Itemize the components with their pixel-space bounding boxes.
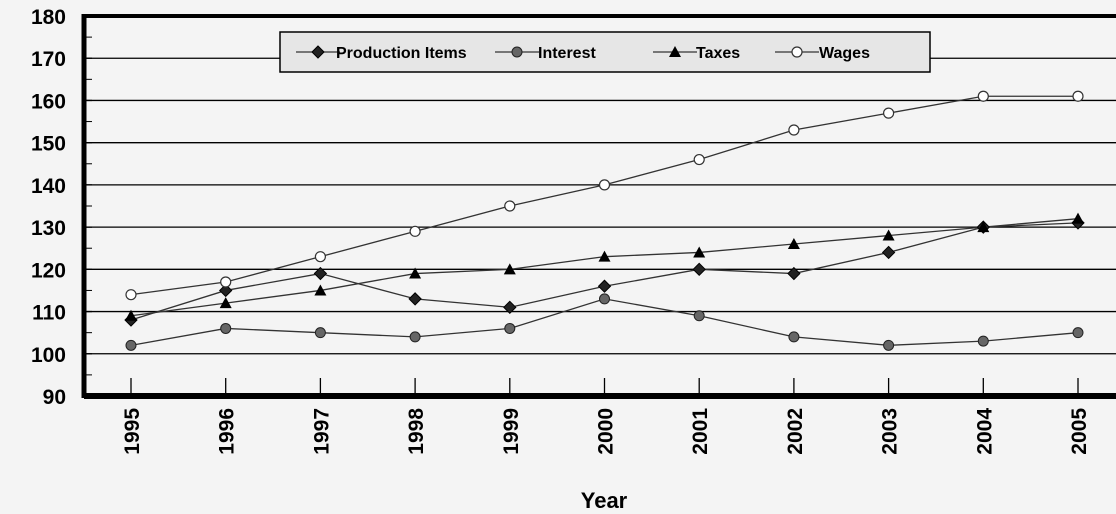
- wages-marker: [882, 107, 895, 119]
- interest-marker: [409, 331, 421, 343]
- production-items-line: [130, 222, 1079, 321]
- production-items-marker: [408, 292, 422, 306]
- x-tick-label: 2000: [595, 408, 618, 455]
- wages-marker: [504, 200, 516, 212]
- x-tick-label: 1995: [121, 408, 144, 455]
- interest-marker: [504, 322, 516, 334]
- taxes-marker: [693, 246, 706, 258]
- interest-marker: [788, 331, 800, 343]
- wages-marker: [409, 225, 421, 237]
- wages-marker: [977, 90, 989, 102]
- y-tick-label: 150: [31, 133, 66, 156]
- interest-marker: [977, 335, 989, 347]
- y-tick-label: 130: [31, 217, 66, 240]
- y-tick-label: 100: [31, 344, 66, 367]
- x-tick-label: 2001: [689, 408, 712, 455]
- taxes-marker: [125, 309, 137, 321]
- legend-box: [279, 31, 931, 73]
- y-tick-label: 180: [31, 6, 66, 29]
- taxes-marker: [882, 229, 895, 241]
- legend-label: Taxes: [696, 45, 740, 62]
- legend-label: Production Items: [336, 45, 467, 62]
- taxes-marker: [314, 284, 327, 296]
- production-items-marker: [597, 279, 612, 293]
- x-tick-label: 1996: [216, 408, 239, 455]
- axes: [81, 14, 1116, 399]
- y-tick-label: 110: [32, 302, 66, 325]
- y-tick-label: 170: [31, 48, 66, 71]
- interest-marker: [314, 327, 326, 339]
- interest-marker: [125, 339, 137, 351]
- production-items-marker: [313, 266, 328, 281]
- production-items-marker: [503, 300, 517, 315]
- y-tick-label: 90: [43, 386, 66, 409]
- taxes-marker: [219, 297, 232, 309]
- y-tick-labels: 90 100 110 120 130 140 150 160 170 180: [31, 6, 66, 409]
- x-tick-label: 2003: [879, 408, 902, 455]
- y-tick-label: 140: [31, 175, 66, 198]
- production-items-marker: [311, 45, 325, 59]
- interest-marker: [599, 293, 610, 305]
- taxes-marker: [598, 250, 611, 262]
- taxes-marker: [669, 46, 681, 57]
- taxes-marker: [503, 263, 516, 275]
- wages-line: [130, 95, 1078, 296]
- legend-label: Wages: [819, 45, 870, 62]
- production-items-marker: [787, 266, 801, 281]
- x-tick-label: 1997: [310, 408, 333, 455]
- interest-marker: [883, 339, 895, 351]
- wages-marker: [1072, 90, 1084, 102]
- legend: Production Items Interest Taxes Wages: [279, 31, 931, 73]
- interest-marker: [1072, 327, 1084, 339]
- wages-marker: [598, 179, 611, 191]
- x-tick-label: 1999: [500, 408, 523, 455]
- series-markers: [124, 90, 1085, 351]
- wages-marker: [125, 289, 137, 301]
- wages-marker: [693, 153, 705, 166]
- interest-marker: [693, 310, 705, 322]
- wages-marker: [791, 46, 803, 58]
- taxes-marker: [787, 238, 800, 249]
- production-items-marker: [881, 245, 896, 260]
- wages-marker: [788, 124, 800, 136]
- interest-marker: [220, 322, 232, 334]
- x-tick-label: 2005: [1068, 408, 1091, 455]
- y-tick-label: 160: [31, 90, 66, 113]
- taxes-marker: [409, 267, 422, 279]
- taxes-marker: [977, 221, 990, 233]
- taxes-marker: [1072, 212, 1084, 224]
- x-tick-label: 1998: [405, 408, 428, 455]
- wages-marker: [314, 251, 326, 263]
- interest-line: [130, 298, 1079, 346]
- series-lines: [130, 95, 1079, 346]
- x-tick-label: 2002: [784, 408, 807, 455]
- x-tick-labels: 1995 1996 1997 1998 1999 2000 2001 2002 2003 2004…: [121, 408, 1091, 455]
- y-tick-label: 120: [31, 259, 66, 282]
- wages-marker: [220, 276, 232, 288]
- production-items-marker: [218, 283, 233, 298]
- gridlines: [84, 57, 1116, 355]
- legend-label: Interest: [538, 45, 596, 62]
- production-items-marker: [692, 262, 706, 277]
- interest-marker: [511, 46, 523, 58]
- x-tick-label: 2004: [973, 408, 996, 455]
- x-axis-title: Year: [581, 488, 628, 513]
